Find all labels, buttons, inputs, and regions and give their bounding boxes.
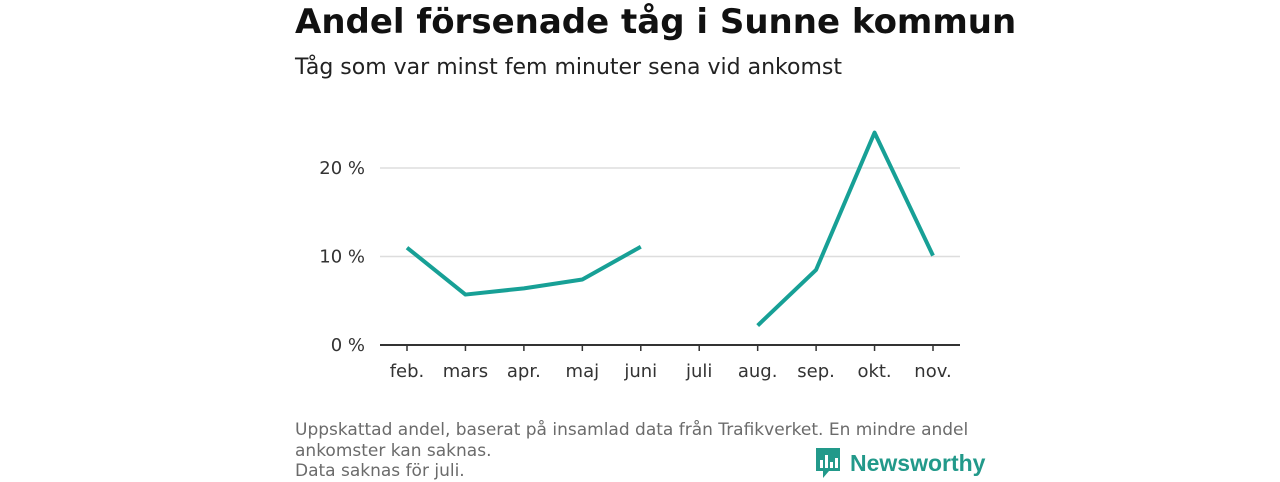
x-tick-label: okt. [857,361,891,382]
footnote-line-2: ankomster kan saknas. [295,440,492,461]
y-tick-label: 20 % [319,158,365,179]
footnote-line-1: Uppskattad andel, baserat på insamlad da… [295,420,969,440]
series-line-segment [405,245,642,297]
chart-subtitle: Tåg som var minst fem minuter sena vid a… [295,55,842,80]
x-tick-label: sep. [797,361,835,382]
x-tick-label: feb. [390,361,425,382]
chart-title: Andel försenade tåg i Sunne kommun [295,2,1017,42]
x-tick-label: nov. [914,361,951,382]
series-line-segment [756,130,935,327]
brand-name: Newsworthy [850,449,986,476]
y-tick-label: 0 % [331,335,365,356]
x-tick-label: aug. [738,361,778,382]
newsworthy-brand: Newsworthy [814,446,985,480]
x-tick-label: juli [685,361,712,382]
x-tick-label: maj [566,361,600,382]
newsworthy-logo-icon [816,448,840,478]
x-tick-label: mars [443,361,488,382]
x-tick-label: juni [623,361,657,382]
y-tick-label: 10 % [319,247,365,268]
chart-footnote: Uppskattad andel, baserat på insamlad da… [295,420,985,482]
footnote-line-3: Data saknas för juli. [295,461,465,481]
x-tick-label: apr. [507,361,541,382]
line-chart: 0 % 10 % 20 % feb. mars apr. maj juni juli aug. se… [319,130,960,382]
